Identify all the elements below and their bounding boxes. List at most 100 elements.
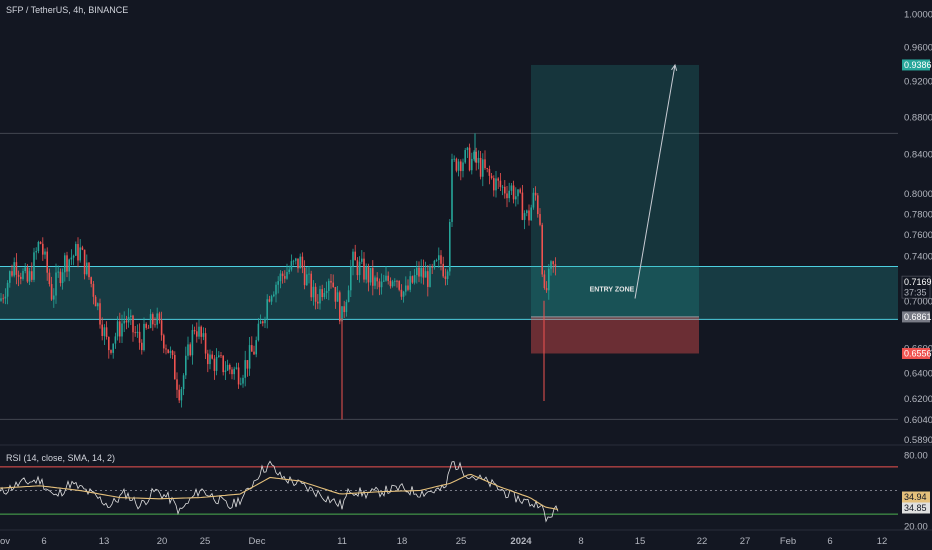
candle-body <box>185 355 187 376</box>
symbol-title[interactable]: SFP / TetherUS, 4h, BINANCE <box>6 5 128 15</box>
time-axis[interactable]: ov 6 13 20 25 Dec 11 18 25 2024 8 15 22 27 Feb 6 12 <box>0 536 887 547</box>
candle-body <box>244 360 246 378</box>
candle-body <box>530 207 532 221</box>
candle-body <box>207 353 209 365</box>
candle-body <box>534 192 537 196</box>
candle-body <box>156 313 158 325</box>
candle-body <box>416 267 418 276</box>
candle-body <box>105 327 108 338</box>
candle-body <box>537 195 539 215</box>
candle-body <box>28 271 31 282</box>
candle-body <box>317 301 319 304</box>
candle-body <box>24 267 26 272</box>
candle-body <box>464 150 466 163</box>
candle-body <box>31 271 33 280</box>
candle-body <box>81 247 84 250</box>
candle-body <box>539 214 541 225</box>
candle-body <box>376 277 378 282</box>
candle-body <box>365 266 367 280</box>
candle-body <box>167 349 169 353</box>
candle-body <box>70 257 73 260</box>
candle-body <box>510 185 513 191</box>
candle-body <box>517 189 519 197</box>
candle-body <box>152 314 154 325</box>
candle-body <box>35 251 37 253</box>
candle-body <box>198 326 200 337</box>
candle-body <box>361 258 363 262</box>
candle-body <box>358 261 361 276</box>
candle-body <box>218 355 220 358</box>
price-axis[interactable]: 1.0000 0.9600 0.9200 0.8800 0.8400 0.8000 0.78… <box>904 10 932 533</box>
candle-body <box>4 296 7 299</box>
candle-body <box>427 271 429 287</box>
candle-body <box>262 321 264 324</box>
candle-body <box>143 323 145 351</box>
candles-layer <box>0 133 557 420</box>
time-tick-label: 8 <box>578 536 583 547</box>
candle-body <box>479 157 482 177</box>
candle-body <box>506 193 508 199</box>
candle-body <box>101 324 103 336</box>
candle-body <box>380 281 383 288</box>
candle-body <box>475 151 477 163</box>
candle-body <box>550 261 552 269</box>
candle-body <box>130 315 132 317</box>
candle-body <box>314 286 317 302</box>
candle-body <box>288 269 290 273</box>
candle-body <box>490 175 493 179</box>
candle-body <box>9 271 11 283</box>
candle-body <box>420 268 422 277</box>
candle-body <box>523 213 526 220</box>
candle-body <box>242 377 244 384</box>
candle-body <box>528 210 530 221</box>
candle-body <box>301 256 304 268</box>
candle-body <box>519 189 521 193</box>
candle-body <box>123 320 125 324</box>
entry-zone-band <box>0 266 898 320</box>
candle-body <box>409 276 411 290</box>
candle-body <box>323 292 326 298</box>
candle-body <box>229 364 231 370</box>
time-tick-label: 27 <box>740 536 751 547</box>
candle-body <box>103 327 106 336</box>
candle-body <box>413 275 416 283</box>
candle-body <box>79 247 81 261</box>
candle-body <box>224 370 227 373</box>
candle-body <box>42 243 44 255</box>
candle-body <box>160 320 163 336</box>
candle-body <box>108 337 110 351</box>
time-tick-label: 12 <box>877 536 888 547</box>
candle-body <box>501 186 504 188</box>
candle-body <box>88 262 90 278</box>
candle-body <box>418 267 420 277</box>
candle-body <box>240 383 242 385</box>
candle-body <box>391 281 394 287</box>
candle-body <box>453 158 455 160</box>
rsi-indicator-title[interactable]: RSI (14, close, SMA, 14, 2) <box>6 453 115 463</box>
candle-body <box>138 331 141 343</box>
candle-body <box>471 158 473 171</box>
candle-body <box>2 298 4 300</box>
candle-body <box>193 330 196 332</box>
rsi-tick-label: 20.00 <box>904 522 928 533</box>
candle-body <box>486 168 488 169</box>
candle-body <box>405 285 407 292</box>
candle-body <box>121 323 123 337</box>
candle-body <box>440 255 442 264</box>
price-tag-bg <box>901 275 931 299</box>
candle-body <box>396 280 398 282</box>
candle-body <box>64 255 66 273</box>
candle-body <box>515 196 517 200</box>
projection-arrowhead <box>671 63 678 71</box>
price-tick-label: 0.6400 <box>904 368 932 379</box>
candle-body <box>431 266 433 268</box>
price-tag-value: 0.9386 <box>904 60 932 70</box>
candle-body <box>279 273 282 282</box>
candle-body <box>504 186 506 194</box>
price-tag-bg <box>902 59 930 71</box>
candle-body <box>460 161 462 172</box>
candle-body <box>17 274 20 277</box>
candle-body <box>341 306 343 322</box>
time-tick-label: 6 <box>827 536 832 547</box>
